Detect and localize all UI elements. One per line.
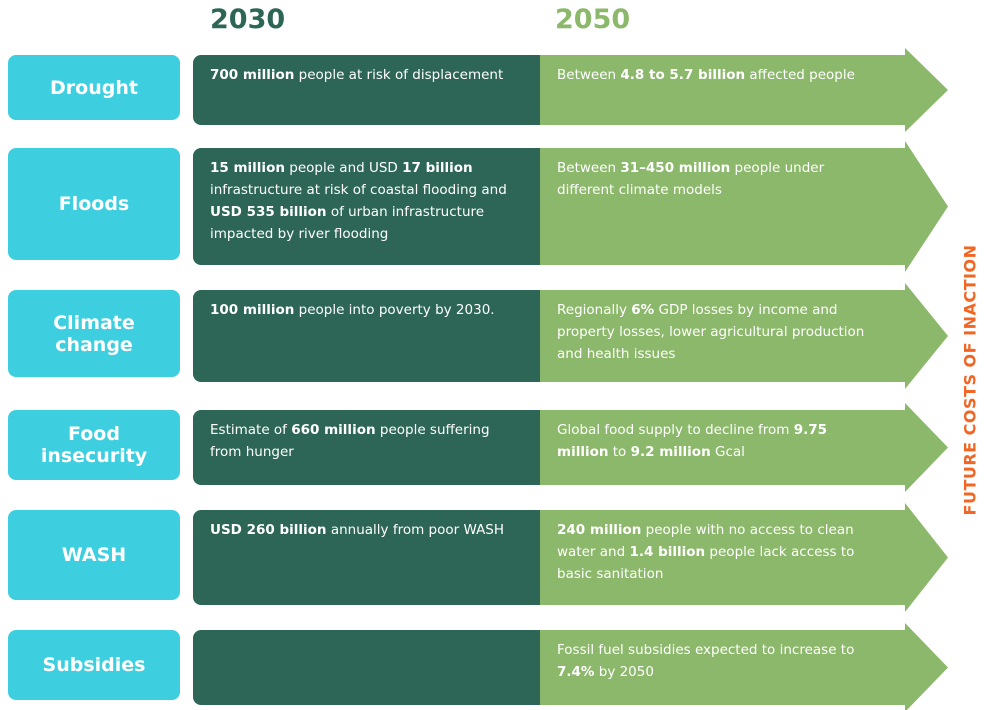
text: affected people [745,67,855,83]
bold-text: 6% [631,302,655,318]
text-y2030: Estimate of 660 million people suffering… [210,419,520,463]
text-y2050: 240 million people with no access to cle… [557,519,877,585]
text: GDP losses by income and property losses… [557,302,869,362]
text-y2050: Between 31–450 million people under diff… [557,157,877,201]
arrow-2050 [540,403,948,492]
box-2030 [193,410,540,485]
row-label: WASH [61,544,127,566]
arrow-2050 [540,623,948,710]
text: people with no access to clean water and [557,522,858,560]
box-2030 [193,630,540,705]
text: of urban infrastructure impacted by rive… [210,204,489,242]
bold-text: 31–450 million [620,160,731,176]
bold-text: 700 million [210,67,295,83]
text-y2050: Global food supply to decline from 9.75 … [557,419,877,463]
row-label-box: Climate change [8,290,180,377]
bold-text: 660 million [291,422,376,438]
text: people under different climate models [557,160,829,198]
arrow-2050 [540,503,948,612]
bold-text: 4.8 to 5.7 billion [620,67,746,83]
text: Fossil fuel subsidies expected to increa… [557,642,859,658]
text: Between [557,160,621,176]
text-y2050: Regionally 6% GDP losses by income and p… [557,299,877,365]
row-label: Drought [50,76,138,99]
row-label-box: Food insecurity [8,410,180,480]
text: Between [557,67,621,83]
arrow-2050 [540,141,948,272]
header-2050: 2050 [555,4,631,35]
box-2030 [193,290,540,382]
row-label-box: Floods [8,148,180,260]
bold-text: 240 million [557,522,642,538]
bold-text: 9.2 million [630,444,711,460]
arrow-2050 [540,283,948,389]
text: annually from poor WASH [326,522,505,538]
header-2030: 2030 [210,4,286,35]
text: Gcal [710,444,745,460]
row-label: Subsidies [42,654,146,676]
row-label: Climate change [53,311,135,356]
text-y2050: Between 4.8 to 5.7 billion affected peop… [557,64,877,86]
text: to [608,444,631,460]
box-2030 [193,510,540,605]
bold-text: USD 535 billion [210,204,327,220]
text: by 2050 [594,664,654,680]
text: people into poverty by 2030. [294,302,495,318]
bold-text: 100 million [210,302,295,318]
text-y2050: Fossil fuel subsidies expected to increa… [557,639,877,683]
box-2030 [193,55,540,125]
text-y2030: 700 million people at risk of displaceme… [210,64,520,86]
bold-text: USD 260 billion [210,522,327,538]
row-label: Food insecurity [40,423,148,467]
bold-text: 7.4% [557,664,595,680]
text: infrastructure at risk of coastal floodi… [210,160,512,198]
box-2030 [193,148,540,265]
text-y2030: 15 million people and USD 17 billion inf… [210,157,520,245]
side-label: FUTURE COSTS OF INACTION [960,244,980,516]
row-label-box: Subsidies [8,630,180,700]
text: Global food supply to decline from [557,422,794,438]
bold-text: 17 billion [402,160,473,176]
bold-text: 15 million [210,160,285,176]
row-label-box: Drought [8,55,180,120]
text-y2030: 100 million people into poverty by 2030. [210,299,520,321]
row-label-box: WASH [8,510,180,600]
text: people suffering from hunger [210,422,494,460]
text: Regionally [557,302,632,318]
text: people and USD [284,160,403,176]
row-label: Floods [58,193,130,215]
text: Estimate of [210,422,292,438]
text: people lack access to basic sanitation [557,544,859,582]
text-y2030: USD 260 billion annually from poor WASH [210,519,520,541]
bold-text: 1.4 billion [629,544,706,560]
arrow-2050 [540,48,948,132]
bold-text: 9.75 million [557,422,832,460]
text: people at risk of displacement [294,67,504,83]
